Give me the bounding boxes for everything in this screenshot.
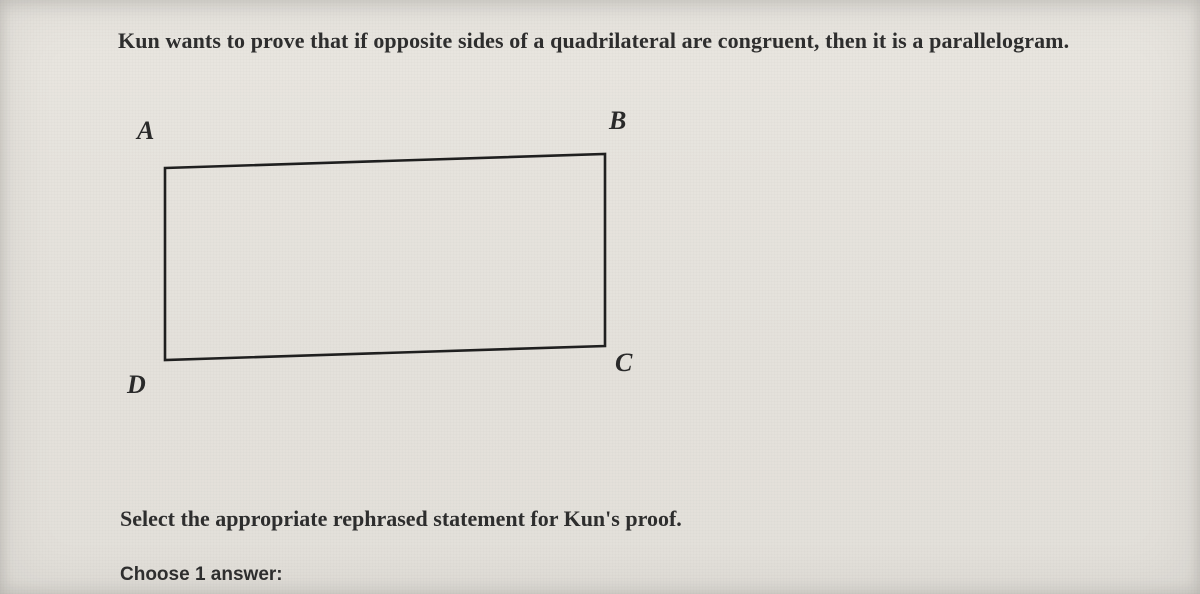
- question-statement: Kun wants to prove that if opposite side…: [118, 26, 1118, 56]
- vertex-label-b: B: [609, 106, 626, 136]
- question-block: Kun wants to prove that if opposite side…: [118, 26, 1118, 56]
- quadrilateral-svg: [155, 148, 625, 378]
- vertex-label-d: D: [127, 370, 146, 400]
- question-prompt: Select the appropriate rephrased stateme…: [120, 506, 1020, 532]
- choose-label: Choose 1 answer:: [120, 564, 283, 586]
- vertex-label-a: A: [137, 116, 154, 146]
- quadrilateral-figure: A B C D: [155, 148, 655, 398]
- vertex-label-c: C: [615, 348, 632, 378]
